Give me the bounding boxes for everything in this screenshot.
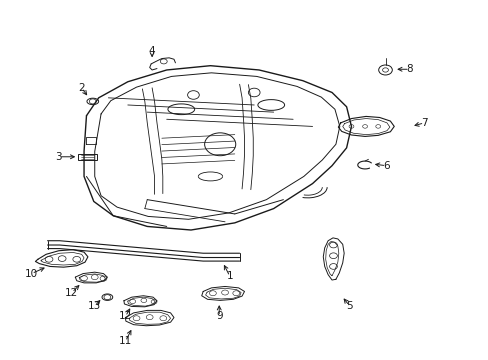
Text: 13: 13 [88,301,101,311]
Text: 11: 11 [119,337,132,346]
Text: 1: 1 [226,271,233,282]
Text: 3: 3 [55,152,62,162]
Text: 2: 2 [78,83,85,93]
Text: 6: 6 [383,161,389,171]
Text: 12: 12 [119,311,132,321]
Text: 12: 12 [65,288,79,297]
Text: 4: 4 [148,46,155,57]
Text: 7: 7 [420,118,427,128]
Text: 8: 8 [406,64,412,74]
Text: 10: 10 [25,269,38,279]
Text: 9: 9 [216,311,222,321]
Text: 5: 5 [346,301,352,311]
